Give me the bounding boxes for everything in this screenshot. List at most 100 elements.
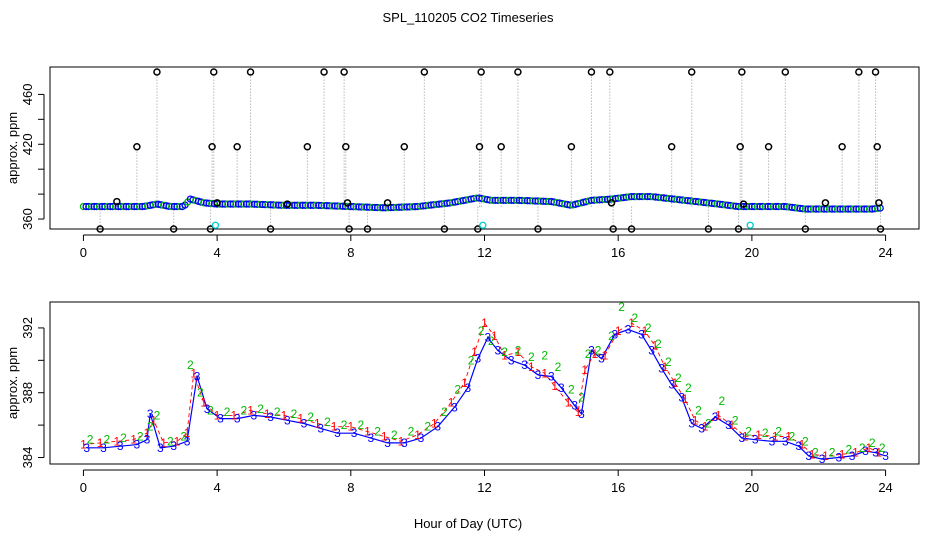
outlier-point [113,197,121,206]
outlier-point [609,225,617,233]
top-x-tick-label: 4 [213,245,220,260]
series-1-point: 1 [528,360,535,374]
series-2-point: 2 [137,429,144,443]
baseline-point [224,200,232,208]
outlier-point [340,68,348,76]
series-3-point: 3 [578,407,585,421]
series-2-point: 2 [789,429,796,443]
series-2-point: 2 [645,321,652,335]
outlier-point [343,199,352,207]
baseline-point [101,202,109,211]
outlier-point [210,68,218,76]
series-1-point: 1 [615,324,622,338]
series-1-point: 1 [742,429,749,443]
series-1-point: 1 [876,446,883,460]
baseline-point [379,204,387,212]
series-2-point: 2 [879,441,886,455]
outlier-point [687,68,696,76]
series-1-point: 1 [866,441,873,455]
baseline-point [234,200,243,208]
series-3-point: 3 [368,431,375,445]
outlier-point [383,199,392,207]
baseline-point [764,202,772,211]
series-3-point: 3 [464,381,471,395]
baseline-point [833,205,842,213]
baseline-point [825,205,834,213]
baseline-point [232,200,240,208]
outlier-point [821,199,830,207]
series-1-point: 1 [662,360,669,374]
series-1-point: 1 [174,434,181,448]
series-1-point: 1 [799,438,806,452]
baseline-point [748,202,756,211]
baseline-point [291,201,299,209]
series-1-point: 1 [331,420,338,434]
outlier-point [873,143,881,151]
series-3-point: 3 [418,431,425,445]
series-2-point: 2 [147,420,154,434]
series-2-point: 2 [424,420,431,434]
outlier-point [303,143,312,151]
baseline-point [85,202,93,211]
series-3-point: 3 [301,417,308,431]
series-2-point: 2 [515,344,522,358]
baseline-point [488,196,497,204]
series-2-point: 2 [180,429,187,443]
series-1-point: 1 [281,408,288,422]
series-1-point: 1 [471,345,478,359]
series-2-point: 2 [291,407,298,421]
series-3-point: 3 [334,426,341,440]
series-2-point: 2 [324,415,331,429]
series-1-point: 1 [247,404,254,418]
top-marks [79,68,885,233]
bottom-x-tick-label: 4 [213,480,220,495]
series-3-point: 3 [474,352,481,366]
series-1-point: 1 [642,324,649,338]
baseline-point [855,205,863,213]
baseline-point [304,201,312,209]
outlier-point [764,143,773,151]
series-1-point: 1 [314,417,321,431]
baseline-point [812,205,820,213]
series-2-point: 2 [207,404,214,418]
series-2-point: 2 [859,441,866,455]
series-1-point: 1 [581,363,588,377]
series-3-point: 3 [819,452,826,466]
baseline-point [641,192,649,201]
baseline-point [627,192,636,201]
baseline-point [173,202,181,211]
baseline-point [496,196,505,204]
figure-title: SPL_110205 CO2 Timeseries [382,10,554,25]
baseline-point [839,205,847,213]
series-3-point: 3 [769,434,776,448]
baseline-point [502,196,510,204]
series-3-point: 3 [535,368,542,382]
baseline-point [240,200,248,208]
baseline-point [98,202,106,211]
series-3-point: 3 [668,378,675,392]
series-2-point: 2 [307,410,314,424]
series-3-point: 3 [194,370,201,384]
baseline-point [119,202,128,211]
baseline-point [766,202,775,211]
series-2-point: 2 [391,428,398,442]
outlier-point [734,225,743,233]
series-2-point: 2 [802,434,809,448]
series-2-point: 2 [869,436,876,450]
bottom-x-tick-label: 8 [347,480,354,495]
series-1-point: 1 [491,329,498,343]
series-3-point: 3 [752,433,759,447]
series-2-point: 2 [675,371,682,385]
outlier-point [736,143,744,151]
series-1-point: 1 [264,407,271,421]
outlier-point [320,68,328,76]
outlier-point [400,143,409,151]
series-1-point: 1 [515,345,522,359]
series-2-point: 2 [478,324,485,338]
outlier-point [606,68,614,76]
top-y-tick-label: 460 [20,84,35,106]
series-1-point: 1 [501,348,508,362]
outlier-point [838,143,846,151]
baseline-point [130,202,138,211]
